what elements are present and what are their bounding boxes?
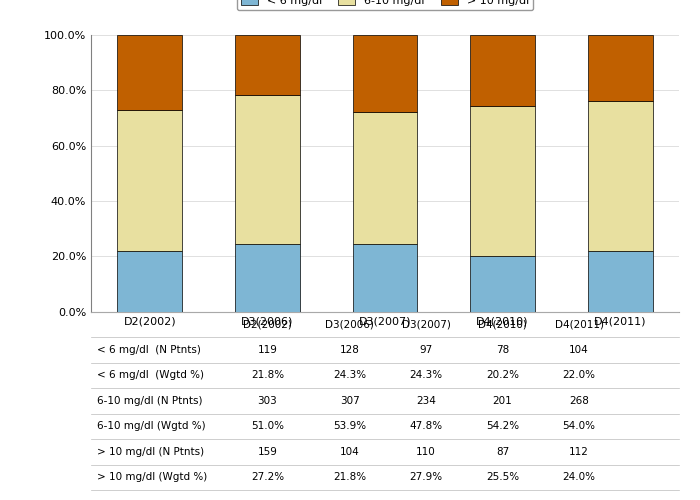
Text: 78: 78	[496, 345, 509, 355]
Legend: < 6 mg/dl, 6-10 mg/dl, > 10 mg/dl: < 6 mg/dl, 6-10 mg/dl, > 10 mg/dl	[237, 0, 533, 10]
Text: 104: 104	[340, 447, 360, 457]
Text: < 6 mg/dl  (Wgtd %): < 6 mg/dl (Wgtd %)	[97, 370, 204, 380]
Text: 97: 97	[419, 345, 433, 355]
Text: 128: 128	[340, 345, 360, 355]
Text: 112: 112	[569, 447, 589, 457]
Text: 307: 307	[340, 396, 360, 406]
Text: > 10 mg/dl (Wgtd %): > 10 mg/dl (Wgtd %)	[97, 472, 207, 482]
Bar	[353, 112, 417, 244]
Bar	[470, 256, 535, 312]
Bar	[118, 35, 182, 110]
Text: 119: 119	[258, 345, 277, 355]
Text: < 6 mg/dl  (N Ptnts): < 6 mg/dl (N Ptnts)	[97, 345, 201, 355]
Text: D3(2006): D3(2006)	[326, 320, 374, 330]
Bar	[353, 244, 417, 312]
Bar	[118, 110, 182, 252]
Text: D4(2010): D4(2010)	[478, 320, 527, 330]
Text: 87: 87	[496, 447, 509, 457]
Text: 268: 268	[569, 396, 589, 406]
Bar	[588, 250, 652, 312]
Text: 24.0%: 24.0%	[563, 472, 596, 482]
Text: > 10 mg/dl (N Ptnts): > 10 mg/dl (N Ptnts)	[97, 447, 204, 457]
Bar	[235, 96, 300, 244]
Bar	[470, 36, 535, 106]
Text: 234: 234	[416, 396, 436, 406]
Bar	[588, 102, 652, 250]
Text: D3(2007): D3(2007)	[402, 320, 451, 330]
Text: 22.0%: 22.0%	[563, 370, 596, 380]
Text: 21.8%: 21.8%	[333, 472, 366, 482]
Text: 303: 303	[258, 396, 277, 406]
Text: 159: 159	[258, 447, 277, 457]
Text: 201: 201	[493, 396, 512, 406]
Text: 27.2%: 27.2%	[251, 472, 284, 482]
Text: 21.8%: 21.8%	[251, 370, 284, 380]
Text: 24.3%: 24.3%	[410, 370, 442, 380]
Text: 47.8%: 47.8%	[410, 422, 442, 432]
Bar	[353, 35, 417, 112]
Text: 53.9%: 53.9%	[333, 422, 366, 432]
Text: 6-10 mg/dl (N Ptnts): 6-10 mg/dl (N Ptnts)	[97, 396, 202, 406]
Bar	[470, 106, 535, 256]
Text: 54.0%: 54.0%	[563, 422, 596, 432]
Text: 27.9%: 27.9%	[410, 472, 442, 482]
Text: 6-10 mg/dl (Wgtd %): 6-10 mg/dl (Wgtd %)	[97, 422, 206, 432]
Text: D4(2011): D4(2011)	[554, 320, 603, 330]
Bar	[235, 35, 300, 96]
Text: 25.5%: 25.5%	[486, 472, 519, 482]
Text: 51.0%: 51.0%	[251, 422, 284, 432]
Text: 20.2%: 20.2%	[486, 370, 519, 380]
Bar	[588, 35, 652, 102]
Text: D2(2002): D2(2002)	[243, 320, 292, 330]
Text: 104: 104	[569, 345, 589, 355]
Bar	[118, 252, 182, 312]
Bar	[235, 244, 300, 312]
Text: 110: 110	[416, 447, 436, 457]
Text: 54.2%: 54.2%	[486, 422, 519, 432]
Text: 24.3%: 24.3%	[333, 370, 366, 380]
